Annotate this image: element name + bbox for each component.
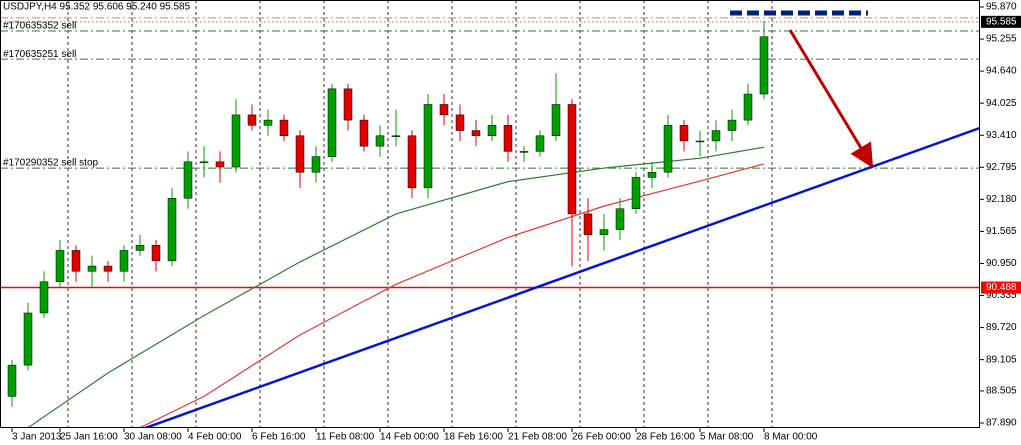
candle-body [215, 161, 225, 168]
candle-body [471, 130, 481, 137]
price-box [981, 281, 1021, 294]
candle-body [743, 93, 753, 121]
candle-body [55, 250, 65, 282]
chart-title: USDJPY,H4 95.352 95.606 95.240 95.585 [3, 2, 191, 13]
x-tick-label: 18 Feb 16:00 [444, 432, 503, 443]
candle-body [615, 208, 625, 230]
x-tick-label: 5 Mar 08:00 [700, 432, 754, 443]
y-tick-label: 87.890 [986, 418, 1017, 429]
candle-body [295, 135, 305, 173]
candle-body [135, 244, 145, 251]
y-tick-label: 90.950 [986, 258, 1017, 269]
y-tick-label: 90.335 [986, 290, 1017, 301]
y-tick-label: 89.720 [986, 322, 1017, 333]
order-label: #170635251 sell [3, 49, 76, 60]
candle-body [567, 104, 577, 215]
candle-body [151, 244, 161, 262]
candle-body [199, 161, 209, 164]
candle-body [327, 88, 337, 157]
y-tick-label: 94.640 [986, 66, 1017, 77]
x-tick-label: 30 Jan 08:00 [124, 432, 182, 443]
candle-body [599, 229, 609, 236]
candle-body [391, 135, 401, 138]
x-tick-label: 26 Feb 00:00 [572, 432, 631, 443]
arrow [788, 29, 874, 169]
candle-body [247, 114, 257, 126]
candle-body [23, 312, 33, 366]
x-tick-label: 11 Feb 08:00 [316, 432, 375, 443]
candle-body [439, 104, 449, 116]
candle-body [583, 213, 593, 236]
candle-body [679, 125, 689, 142]
candle-body [7, 364, 17, 397]
x-tick-label: 4 Feb 00:00 [188, 432, 242, 443]
x-tick-label: 25 Jan 16:00 [60, 432, 118, 443]
x-tick-label: 28 Feb 16:00 [636, 432, 695, 443]
moving-average [139, 163, 765, 428]
grid [67, 0, 773, 428]
candle-body [231, 114, 241, 168]
y-tick-label: 95.870 [986, 2, 1017, 13]
y-tick-label: 91.565 [986, 226, 1017, 237]
plot [0, 17, 980, 428]
candle-body [647, 171, 657, 178]
candle-body [631, 177, 641, 209]
x-tick-label: 21 Feb 08:00 [508, 432, 567, 443]
price-box [981, 15, 1021, 28]
candle-body [39, 281, 49, 314]
candle-body [455, 114, 465, 131]
candle-body [423, 104, 433, 189]
candle-body [407, 135, 417, 189]
candle-body [759, 36, 769, 95]
candle-body [535, 135, 545, 152]
candle-body [375, 135, 385, 147]
candle-body [519, 151, 529, 153]
y-tick-label: 94.025 [986, 98, 1017, 109]
candle-body [663, 125, 673, 173]
y-tick-label: 89.105 [986, 354, 1017, 365]
candle-body [279, 119, 289, 137]
candle-body [487, 125, 497, 137]
candle-body [695, 140, 705, 143]
x-tick-label: 14 Feb 00:00 [380, 432, 439, 443]
candle-body [103, 265, 113, 272]
x-tick-label: 8 Mar 00:00 [764, 432, 818, 443]
candle-body [503, 125, 513, 152]
candle-body [727, 119, 737, 131]
trendline [144, 126, 980, 428]
candle-body [551, 104, 561, 137]
price-label: 90.488 [986, 282, 1017, 293]
order-label: #170290352 sell stop [3, 158, 99, 169]
order-label: #170635352 sell [3, 21, 76, 32]
y-tick-label: 88.505 [986, 386, 1017, 397]
candle-body [71, 250, 81, 272]
candle-body [359, 119, 369, 147]
price-label: 95.585 [986, 16, 1017, 27]
candle-body [311, 156, 321, 173]
candle-body [167, 198, 177, 262]
y-tick-label: 92.795 [986, 162, 1017, 173]
x-tick-label: 6 Feb 16:00 [252, 432, 306, 443]
candle-body [119, 250, 129, 272]
candle-body [343, 88, 353, 121]
candle-body [263, 119, 273, 126]
y-tick-label: 93.410 [986, 130, 1017, 141]
candle-body [711, 130, 721, 142]
y-tick-label: 92.180 [986, 194, 1017, 205]
x-tick-label: 3 Jan 2013 [12, 432, 62, 443]
y-tick-label: 95.255 [986, 34, 1017, 45]
plot-frame [0, 0, 980, 428]
candle-body [183, 161, 193, 199]
candle-body [87, 265, 97, 272]
